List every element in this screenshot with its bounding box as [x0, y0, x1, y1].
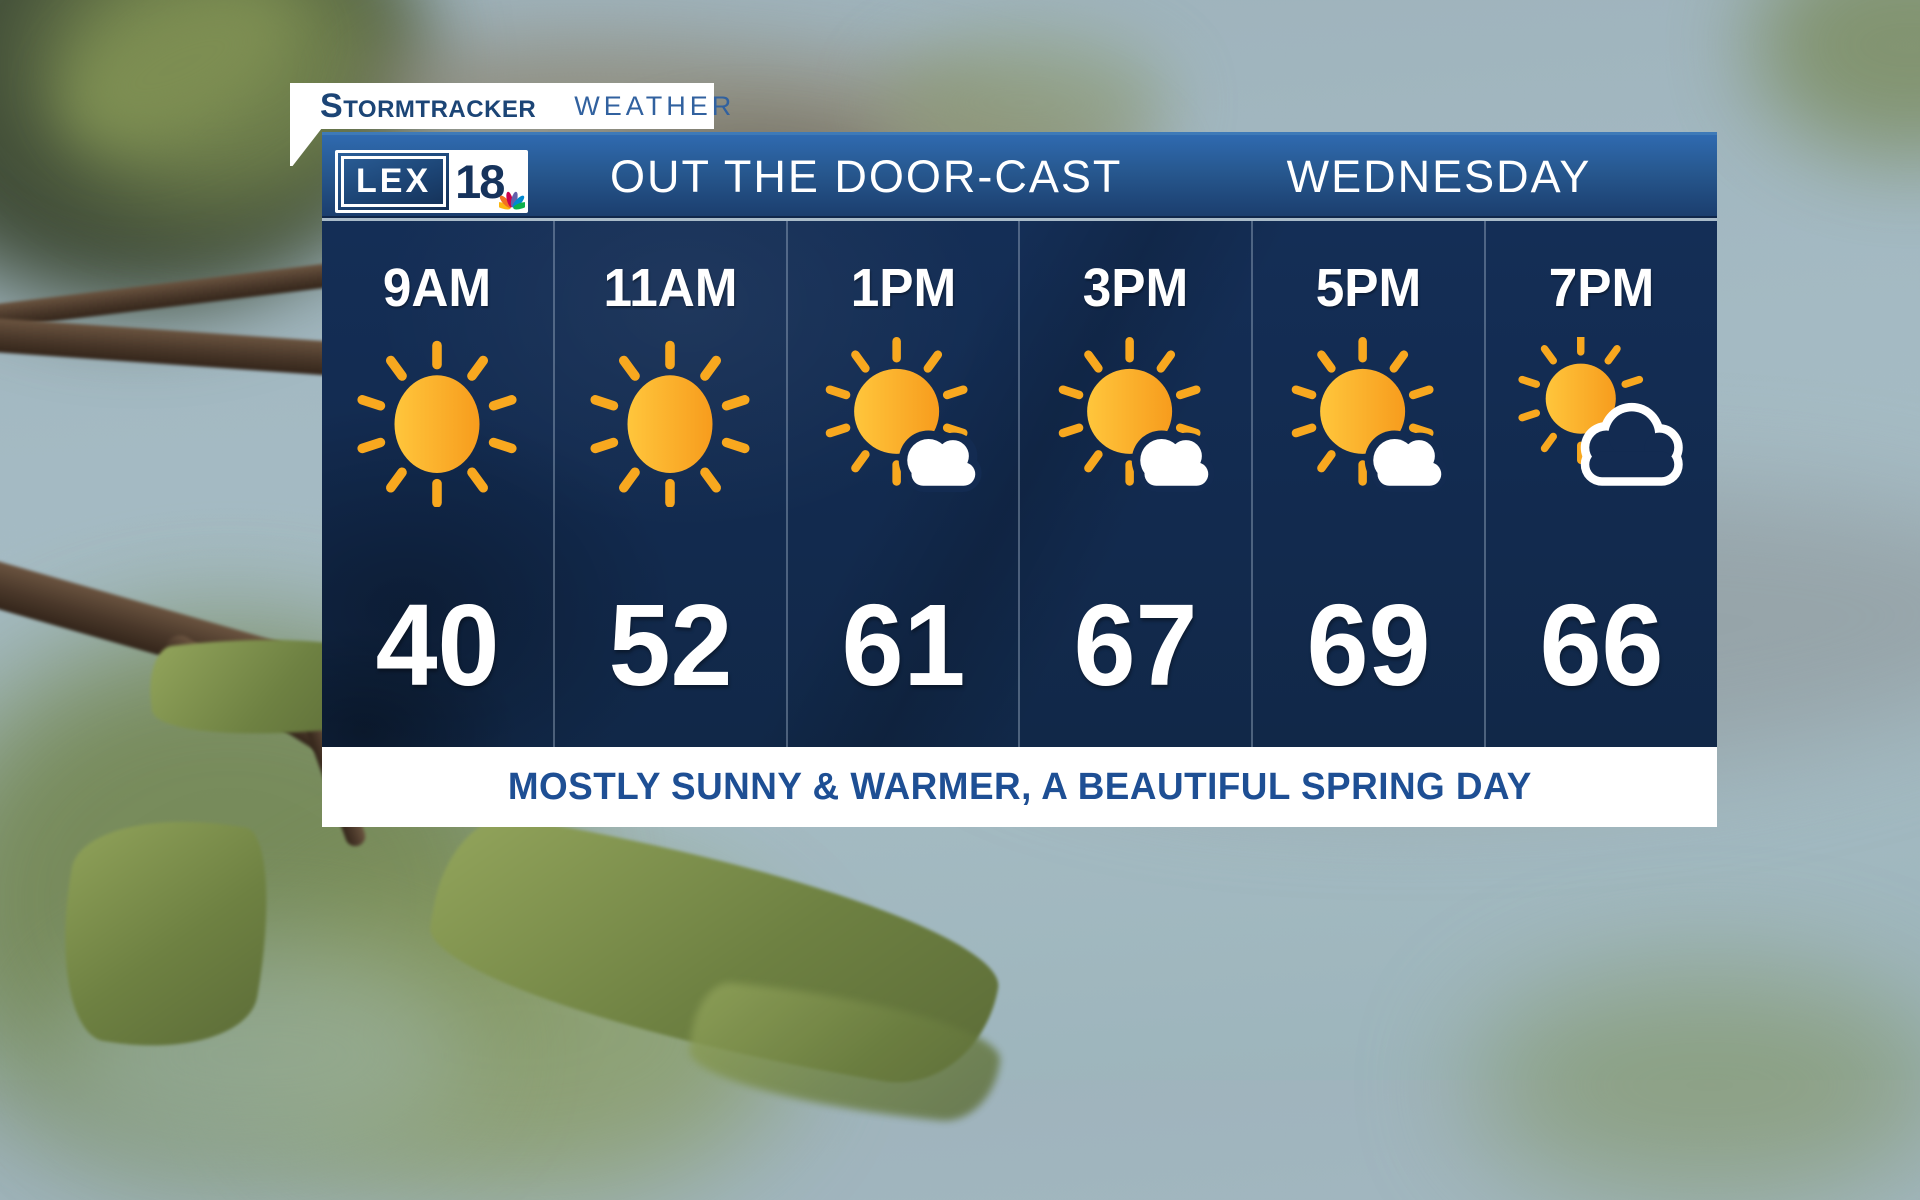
- forecast-summary-text: MOSTLY SUNNY & WARMER, A BEAUTIFUL SPRIN…: [507, 765, 1532, 808]
- mostly-sunny-icon: [818, 337, 988, 507]
- stormtracker-brand-label: StormTracker: [320, 86, 537, 125]
- foliage-blur-bottom-right: [1470, 970, 1920, 1200]
- forecast-column: 1PM: [785, 221, 1019, 747]
- time-label: 5PM: [1315, 258, 1422, 318]
- sunny-icon: [585, 337, 755, 508]
- mostly-sunny-icon: [1051, 337, 1221, 507]
- time-label: 9AM: [383, 258, 492, 318]
- temperature-value: 52: [608, 580, 733, 710]
- forecast-day-label: WEDNESDAY: [1286, 151, 1592, 203]
- hourly-forecast-grid: 9AM 40 11AM: [322, 218, 1717, 747]
- temperature-value: 66: [1539, 580, 1664, 710]
- panel-header: LEX 18 OUT THE DOOR-CAST WEDNES: [322, 132, 1717, 218]
- time-label: 7PM: [1548, 258, 1655, 318]
- nbc-peacock-icon: [499, 191, 526, 210]
- time-label: 11AM: [603, 258, 738, 318]
- temperature-value: 67: [1073, 580, 1198, 710]
- lex18-logo: LEX 18: [335, 150, 529, 213]
- partly-sunny-icon: [1517, 333, 1683, 486]
- partly-sunny-icon: [1517, 333, 1687, 507]
- temperature-value: 61: [841, 580, 965, 710]
- lex-logo-inner-frame: LEX: [341, 156, 447, 207]
- sunny-icon: [357, 340, 517, 508]
- lex-logo-box: LEX: [338, 153, 450, 210]
- tree-branch: [0, 260, 351, 332]
- temperature-value: 40: [375, 580, 500, 710]
- station-call-letters: LEX: [356, 162, 432, 200]
- temperature-value: 69: [1306, 580, 1431, 710]
- sunny-icon: [352, 337, 522, 508]
- mostly-sunny-icon: [1291, 337, 1448, 493]
- mostly-sunny-icon: [1058, 337, 1215, 493]
- leaf-blur-top-right: [1750, 0, 1920, 160]
- forecast-column: 11AM 52: [552, 221, 786, 747]
- tree-branch: [0, 316, 361, 378]
- leaf-blur-small: [43, 0, 317, 175]
- segment-title: OUT THE DOOR-CAST: [610, 151, 1123, 203]
- green-leaf: [43, 798, 286, 1067]
- channel-number: 18: [449, 153, 526, 210]
- time-label: 3PM: [1083, 258, 1189, 318]
- stormtracker-weather-tag: StormTracker WEATHER: [290, 83, 731, 129]
- forecast-column: 3PM: [1018, 221, 1251, 747]
- mostly-sunny-icon: [1284, 337, 1454, 507]
- forecast-column: 5PM: [1251, 221, 1484, 747]
- forecast-panel: LEX 18 OUT THE DOOR-CAST WEDNES: [322, 132, 1717, 827]
- sunny-icon: [590, 340, 750, 508]
- channel-number-text: 18: [455, 155, 505, 208]
- mostly-sunny-icon: [825, 337, 982, 493]
- weather-section-label: WEATHER: [574, 90, 736, 121]
- forecast-column: 7PM: [1484, 221, 1717, 747]
- forecast-summary-banner: MOSTLY SUNNY & WARMER, A BEAUTIFUL SPRIN…: [322, 747, 1717, 827]
- time-label: 1PM: [850, 258, 956, 318]
- forecast-column: 9AM 40: [322, 221, 553, 747]
